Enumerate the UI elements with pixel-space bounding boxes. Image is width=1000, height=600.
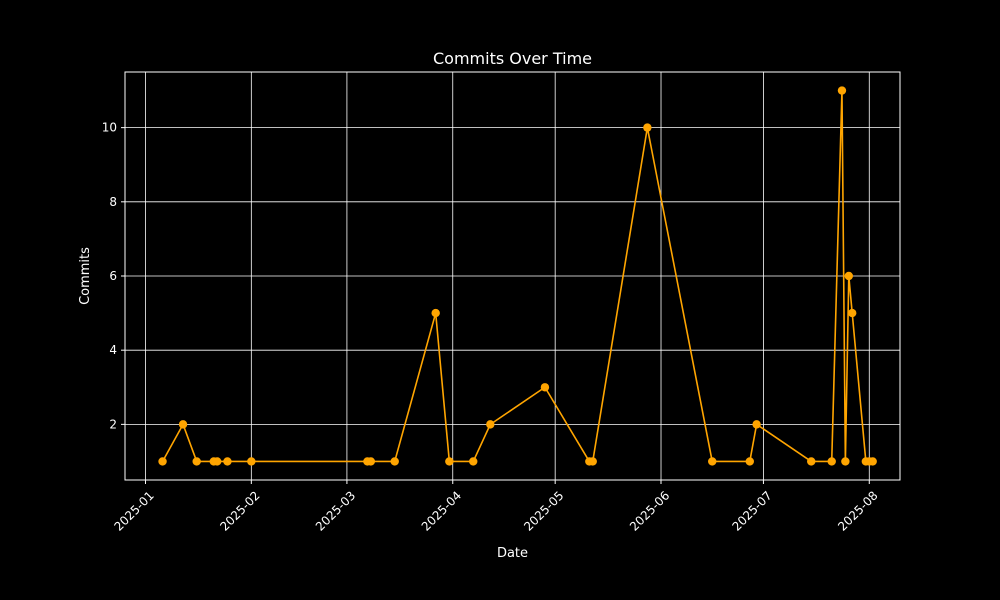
data-point: [223, 457, 232, 466]
series-layer: [158, 86, 877, 466]
y-tick-label: 4: [109, 343, 117, 357]
x-axis-label: Date: [497, 546, 528, 561]
data-point: [841, 457, 850, 466]
data-point: [366, 457, 376, 466]
data-point: [848, 308, 857, 318]
data-point: [192, 457, 201, 466]
y-tick-label: 10: [102, 121, 117, 135]
data-point: [708, 457, 717, 466]
data-point: [212, 457, 222, 466]
data-point: [178, 420, 188, 429]
data-point: [827, 457, 836, 466]
data-point: [752, 420, 761, 429]
data-point: [868, 457, 877, 466]
grid: [125, 72, 900, 480]
data-point: [844, 271, 853, 281]
data-point: [445, 457, 454, 466]
data-point: [540, 383, 550, 392]
data-point: [837, 86, 847, 95]
y-axis-label: Commits: [78, 247, 93, 305]
data-point: [158, 457, 167, 466]
y-axis: 2 4 6 8 10: [102, 121, 125, 431]
y-tick-label: 6: [109, 269, 117, 283]
data-point: [643, 123, 652, 132]
data-point: [469, 457, 478, 466]
data-point: [431, 308, 440, 318]
data-point: [486, 420, 495, 429]
chart-title: Commits Over Time: [433, 49, 592, 68]
y-tick-label: 8: [109, 195, 117, 209]
data-point: [390, 457, 399, 466]
data-point: [588, 457, 597, 466]
data-point: [745, 457, 754, 466]
y-tick-label: 2: [109, 417, 117, 431]
data-point: [807, 457, 816, 466]
data-point: [247, 457, 256, 466]
